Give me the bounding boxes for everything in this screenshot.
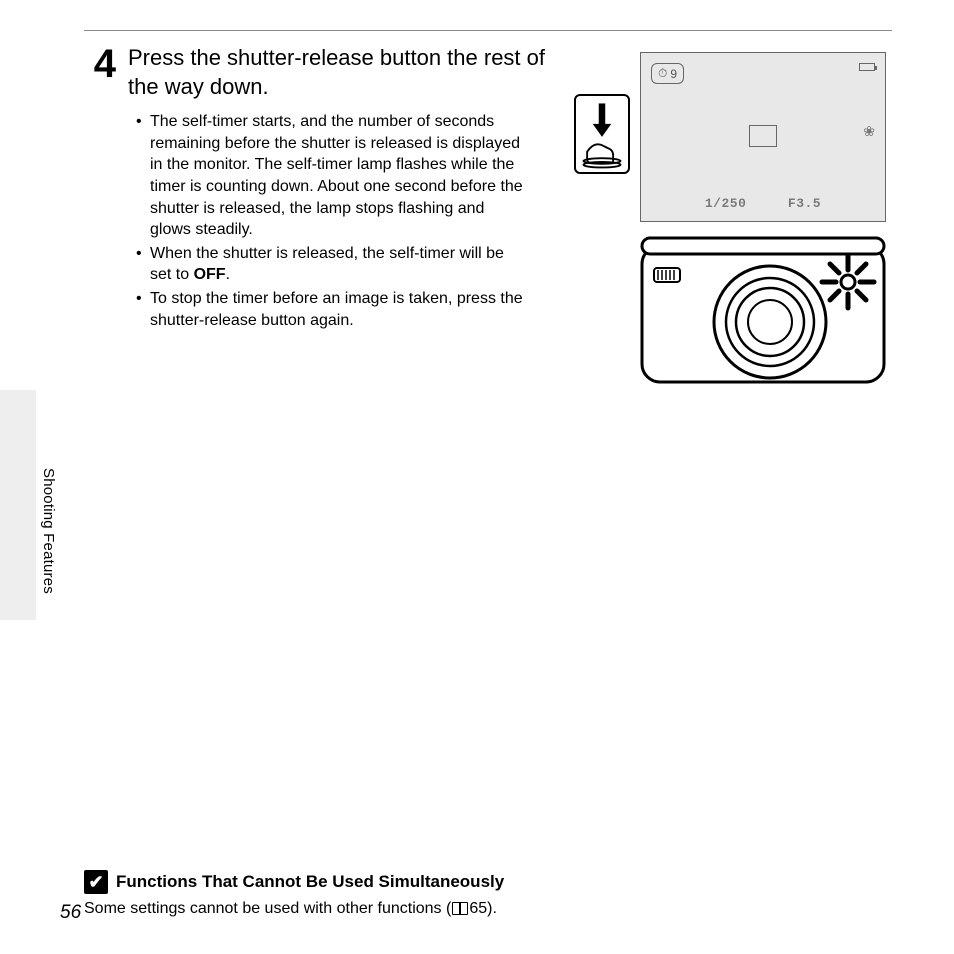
section-tab xyxy=(0,390,36,620)
focus-area-icon xyxy=(749,125,777,147)
battery-icon xyxy=(859,63,875,71)
note-heading: ✔ Functions That Cannot Be Used Simultan… xyxy=(84,870,892,894)
illustration-group: ⏱ 9 ❀ 1/250 F3.5 xyxy=(574,52,886,391)
bullet-text: The self-timer starts, and the number of… xyxy=(150,113,523,238)
lcd-monitor: ⏱ 9 ❀ 1/250 F3.5 xyxy=(640,52,886,222)
bullet-item: To stop the timer before an image is tak… xyxy=(150,288,528,331)
section-label: Shooting Features xyxy=(40,468,57,594)
bullet-text: To stop the timer before an image is tak… xyxy=(150,290,523,329)
step-title: Press the shutter-release button the res… xyxy=(128,44,548,101)
shutter-speed: 1/250 xyxy=(705,196,747,211)
top-rule xyxy=(84,30,892,31)
bullet-text-post: . xyxy=(226,266,230,283)
timer-icon: ⏱ xyxy=(658,66,667,81)
manual-page: Shooting Features 4 Press the shutter-re… xyxy=(0,0,954,954)
step-number: 4 xyxy=(78,44,128,84)
step-bullets: The self-timer starts, and the number of… xyxy=(128,111,528,331)
page-number: 56 xyxy=(60,902,81,924)
bullet-bold: OFF xyxy=(194,266,226,283)
note-block: ✔ Functions That Cannot Be Used Simultan… xyxy=(84,870,892,918)
check-badge-icon: ✔ xyxy=(84,870,108,894)
note-body-pre: Some settings cannot be used with other … xyxy=(84,900,451,917)
bullet-item: When the shutter is released, the self-t… xyxy=(150,243,528,286)
camera-illustration xyxy=(640,236,886,386)
press-down-icon xyxy=(574,94,630,174)
note-title: Functions That Cannot Be Used Simultaneo… xyxy=(116,872,504,892)
aperture-value: F3.5 xyxy=(788,196,821,211)
bullet-item: The self-timer starts, and the number of… xyxy=(150,111,528,241)
exposure-readout: 1/250 F3.5 xyxy=(641,196,885,211)
macro-icon: ❀ xyxy=(863,123,875,140)
timer-indicator: ⏱ 9 xyxy=(651,63,684,84)
note-body-post: ). xyxy=(487,900,497,917)
timer-seconds: 9 xyxy=(670,67,677,81)
note-body-ref: 65 xyxy=(469,900,487,917)
page-ref-icon xyxy=(452,902,468,914)
note-body: Some settings cannot be used with other … xyxy=(84,900,892,918)
